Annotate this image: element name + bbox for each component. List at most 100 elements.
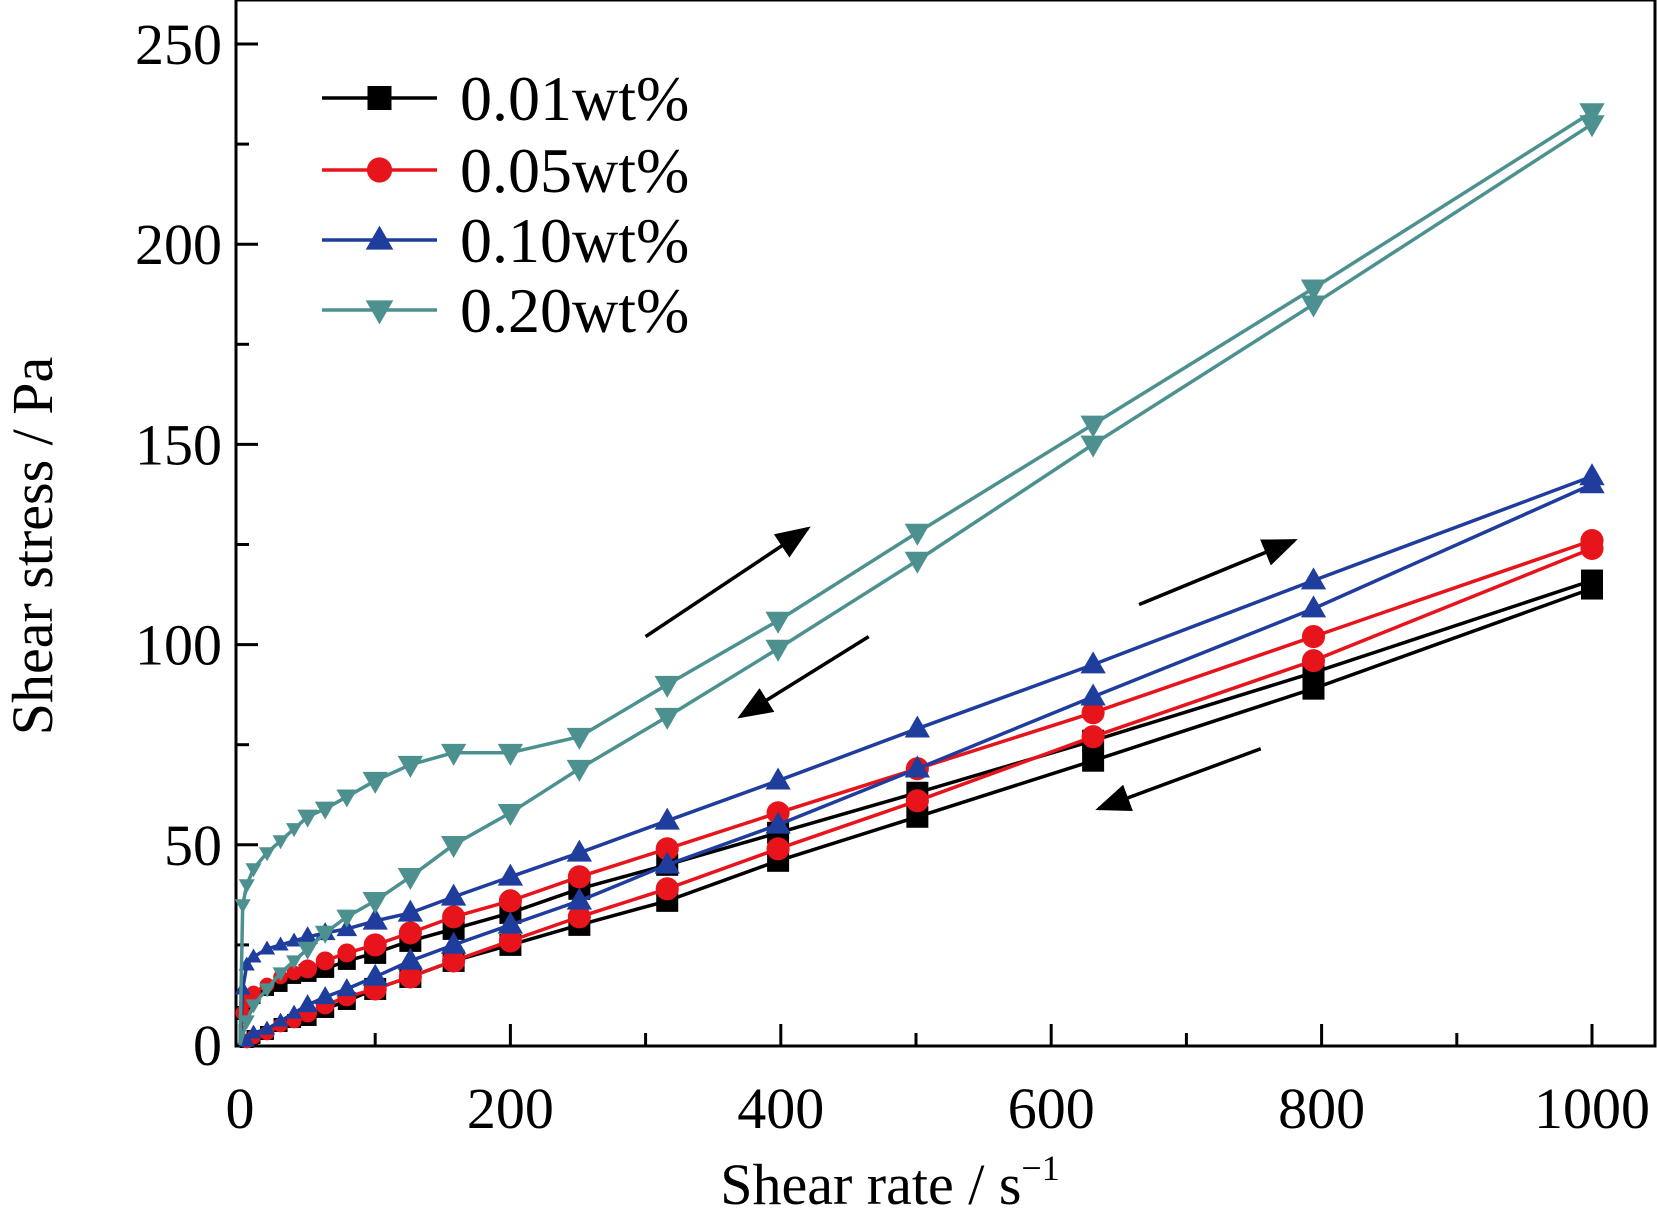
x-axis-label-superscript: −1: [1021, 1148, 1059, 1188]
data-point-marker: [314, 925, 336, 944]
data-point-marker: [566, 887, 593, 910]
data-point-marker: [497, 803, 524, 826]
data-point-marker: [258, 940, 276, 955]
data-point-marker: [245, 999, 262, 1014]
data-point-marker: [337, 943, 357, 963]
direction-arrow: [1095, 747, 1262, 811]
legend-label: 0.05wt%: [460, 135, 689, 206]
data-point-marker: [336, 789, 358, 808]
series-line-down: [238, 122, 1593, 1046]
data-point-marker: [654, 675, 680, 698]
series-layer: [234, 103, 1605, 1049]
data-point-marker: [1300, 595, 1327, 618]
data-point-marker: [440, 931, 467, 954]
y-tick-label: 150: [135, 412, 222, 477]
data-point-marker: [397, 755, 424, 778]
data-point-marker: [1300, 295, 1327, 318]
data-point-marker: [258, 983, 276, 998]
data-point-marker: [286, 965, 302, 981]
data-point-marker: [1301, 625, 1326, 649]
data-point-marker: [272, 835, 289, 850]
data-point-marker: [765, 639, 791, 662]
data-point-marker: [297, 809, 318, 828]
axis-tick-labels: 0 200 400 600 800 1000 0 50 100 150 200 250: [135, 12, 1650, 1141]
data-point-marker: [904, 755, 931, 778]
data-point-marker: [654, 807, 680, 830]
x-tick-label: 1000: [1534, 1076, 1650, 1141]
data-point-marker: [398, 921, 422, 945]
data-point-marker: [314, 986, 336, 1005]
legend: 0.01wt%0.05wt%0.10wt%0.20wt%: [322, 63, 689, 346]
legend-entry: 0.10wt%: [322, 205, 689, 276]
y-tick-label: 200: [135, 212, 222, 277]
data-point-marker: [906, 805, 929, 828]
data-point-marker: [362, 892, 388, 915]
data-point-marker: [1082, 749, 1105, 772]
direction-arrow: [644, 526, 811, 639]
data-point-marker: [442, 905, 466, 929]
x-axis-label-main: Shear rate / s: [720, 1152, 1021, 1217]
x-tick-label: 400: [737, 1076, 824, 1141]
data-point-marker: [367, 86, 392, 110]
data-point-marker: [297, 941, 318, 960]
data-point-marker: [297, 926, 318, 945]
legend-entry: 0.05wt%: [322, 135, 689, 206]
data-point-marker: [655, 837, 679, 861]
data-point-marker: [442, 949, 466, 973]
data-point-marker: [297, 994, 318, 1013]
data-point-marker: [397, 868, 424, 891]
x-axis-label: Shear rate / s−1: [720, 1148, 1059, 1217]
data-point-marker: [397, 899, 424, 922]
data-point-marker: [362, 771, 388, 794]
data-point-marker: [258, 1020, 276, 1035]
x-tick-label: 0: [226, 1076, 255, 1141]
data-point-marker: [365, 225, 394, 250]
data-point-marker: [567, 865, 591, 889]
data-point-marker: [1080, 651, 1106, 674]
data-point-marker: [498, 889, 522, 913]
data-point-marker: [1080, 683, 1106, 706]
annotation-layer: [644, 526, 1298, 811]
data-point-marker: [314, 801, 336, 820]
legend-label: 0.01wt%: [460, 63, 689, 134]
legend-label: 0.20wt%: [460, 275, 689, 346]
data-point-marker: [655, 877, 679, 901]
data-point-marker: [363, 933, 387, 957]
data-point-marker: [298, 959, 318, 979]
axis-ticks: [236, 42, 1594, 1047]
data-point-marker: [336, 909, 358, 928]
data-point-marker: [1080, 415, 1106, 438]
data-point-marker: [498, 929, 522, 953]
direction-arrow: [1138, 538, 1298, 607]
direction-arrow: [737, 635, 870, 719]
data-point-marker: [766, 837, 790, 861]
y-tick-label: 50: [164, 813, 222, 878]
data-point-marker: [238, 1032, 255, 1047]
data-point-marker: [362, 907, 388, 930]
x-tick-label: 200: [467, 1076, 554, 1141]
data-point-marker: [258, 847, 276, 862]
y-tick-label: 0: [193, 1013, 222, 1078]
y-tick-label: 100: [135, 613, 222, 678]
data-point-marker: [905, 789, 929, 813]
legend-entry: 0.01wt%: [322, 63, 689, 134]
legend-entry: 0.20wt%: [322, 275, 689, 346]
data-point-marker: [1300, 567, 1327, 590]
data-point-marker: [315, 951, 335, 971]
data-point-marker: [365, 300, 394, 325]
data-point-marker: [566, 759, 593, 782]
data-point-marker: [765, 811, 791, 834]
data-point-marker: [286, 955, 303, 970]
data-point-marker: [366, 157, 393, 183]
data-point-marker: [1580, 536, 1604, 561]
data-point-marker: [398, 965, 422, 989]
data-point-marker: [1579, 103, 1605, 126]
data-point-marker: [566, 839, 593, 862]
data-point-marker: [245, 1024, 262, 1039]
data-point-marker: [286, 1004, 303, 1019]
data-point-marker: [1579, 471, 1605, 494]
data-point-marker: [566, 727, 593, 750]
data-point-marker: [272, 1012, 289, 1027]
data-point-marker: [1081, 701, 1105, 725]
data-point-marker: [362, 963, 388, 986]
